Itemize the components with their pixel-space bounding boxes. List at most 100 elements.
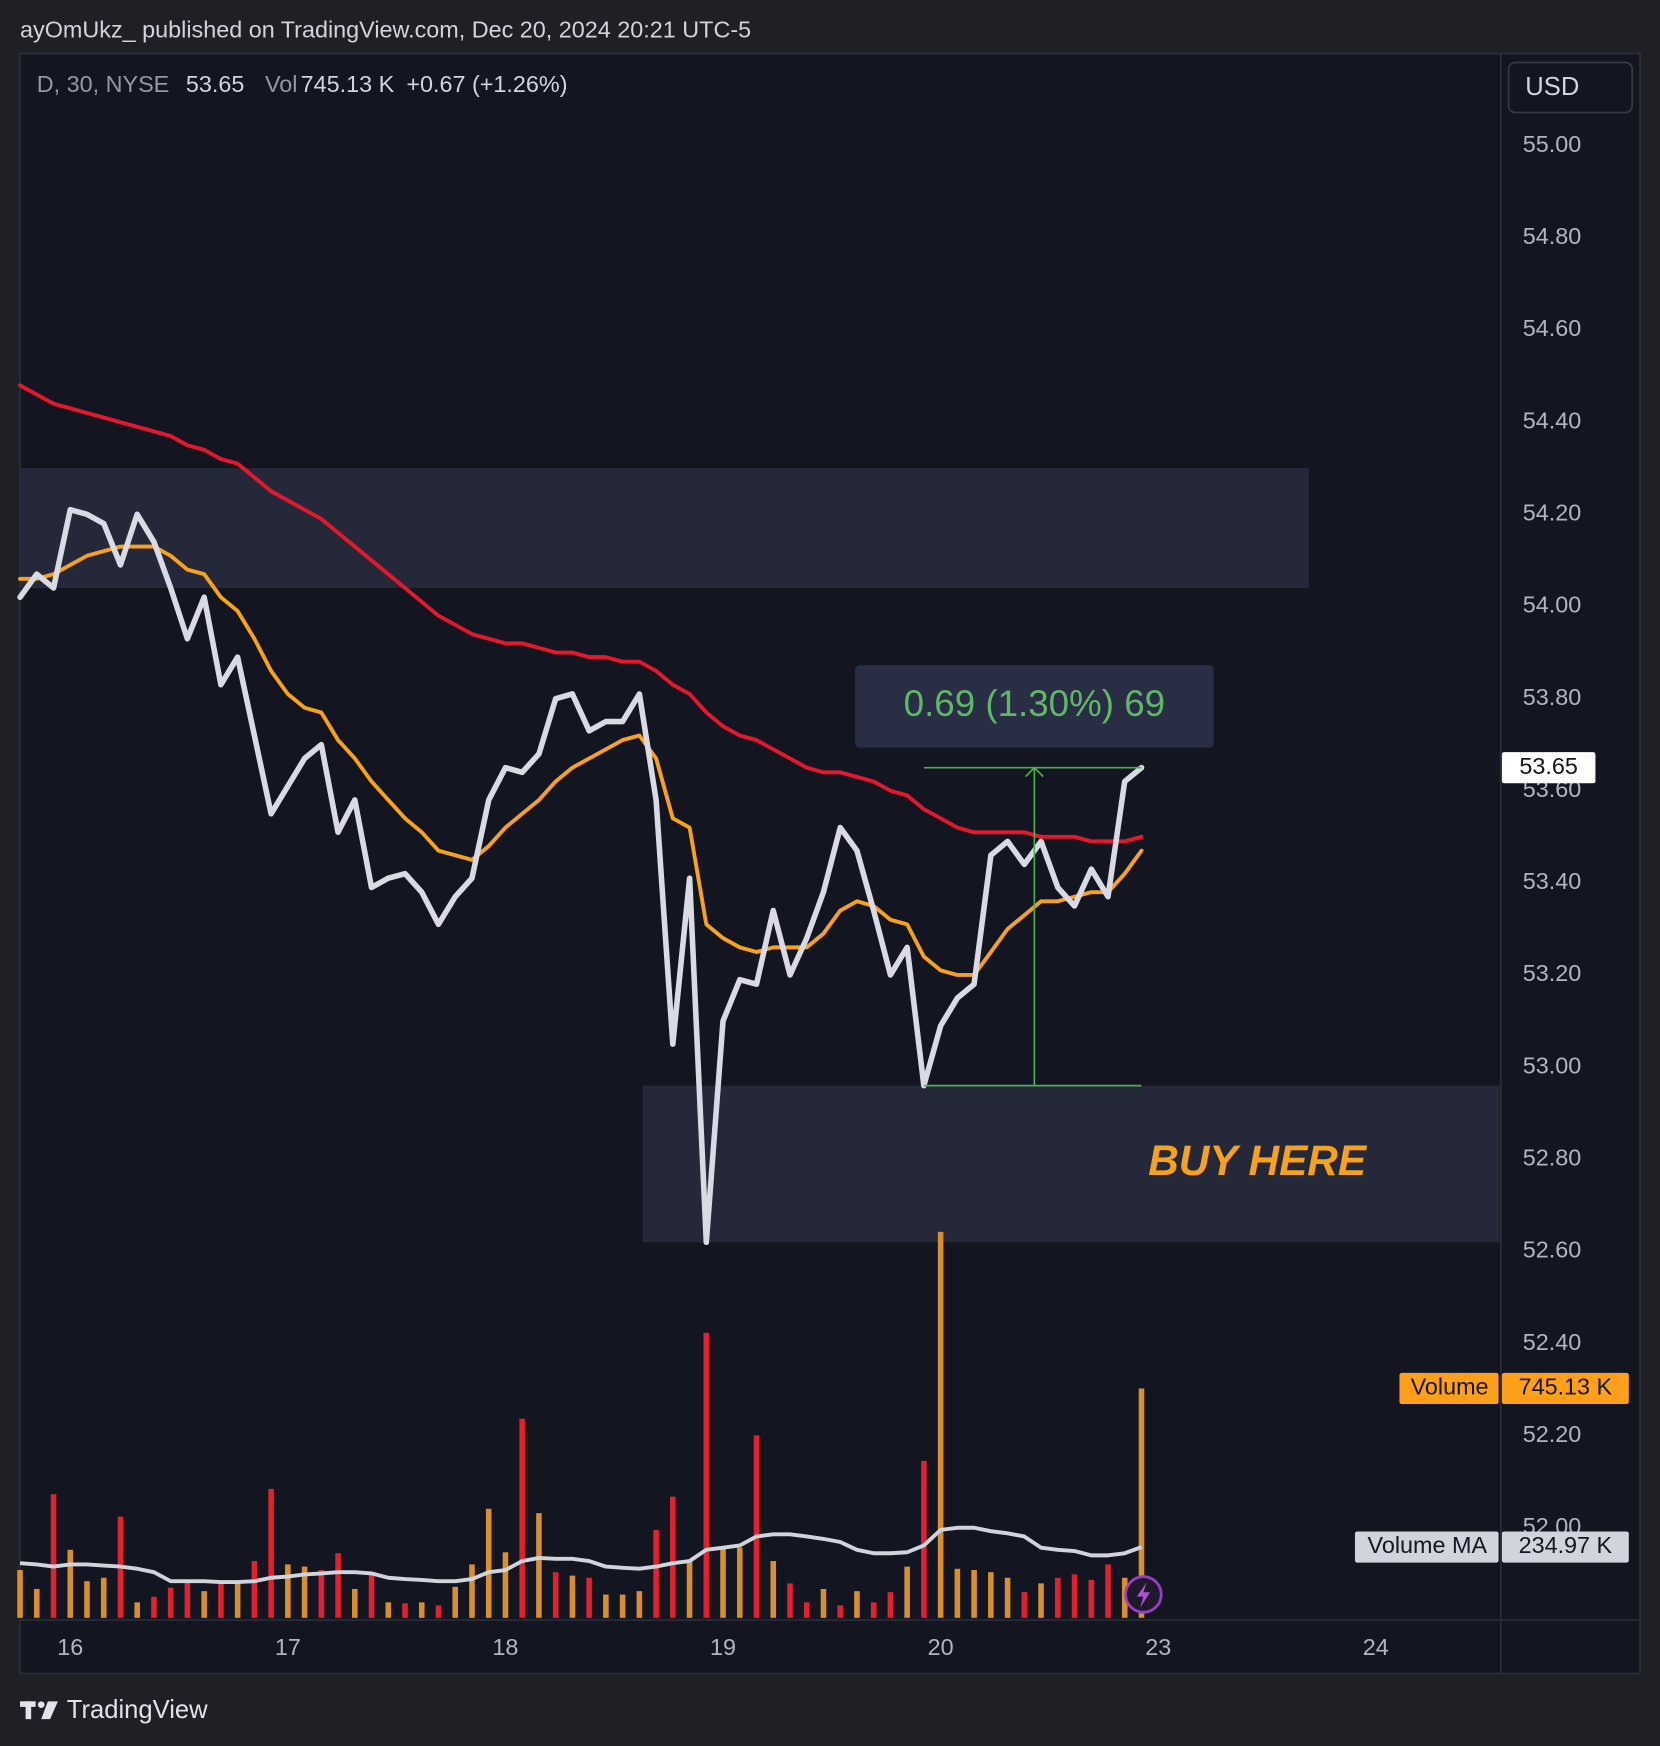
volume-bar [1055,1577,1061,1618]
volume-bar [536,1513,542,1618]
tag-value: 745.13 K [1519,1374,1613,1400]
volume-bar [820,1588,827,1618]
volume-bar [485,1508,492,1618]
alert-icon[interactable] [1124,1575,1163,1614]
logo-stem [25,1701,32,1720]
volume-bar [586,1577,592,1618]
legend-change: +0.67 (+1.26%) [406,71,567,97]
volume-bar [1138,1388,1145,1618]
volume-bar [887,1592,894,1618]
y-tick-label: 54.00 [1523,592,1582,618]
volume-bar [251,1561,258,1618]
volume-bar [1021,1592,1028,1618]
legend-symbol: D, 30, NYSE [37,71,170,97]
legend-close: 53.65 [186,71,245,97]
tag-value-box [1501,1531,1629,1563]
volume-bar [686,1561,693,1618]
alert-bolt[interactable] [1136,1582,1151,1608]
series-line [18,383,1144,844]
volume-bar [569,1575,576,1618]
currency-label[interactable]: USD [1525,73,1579,101]
volume-bar [469,1564,475,1618]
volume-bar [753,1435,760,1618]
y-tick-label: 52.80 [1523,1144,1582,1170]
volume-bar [720,1547,726,1618]
volume-bar [1088,1579,1095,1618]
tag-name: Volume [1411,1374,1489,1400]
y-tick-label: 53.40 [1523,868,1582,894]
measure-box [855,665,1214,748]
volume [17,1231,1145,1618]
zones: BUY HERE [20,468,1500,1243]
footer-logo [20,1701,58,1720]
last-price-tag [1501,752,1596,784]
last-price-label: 53.65 [1519,753,1578,779]
y-tick-label: 53.20 [1523,960,1582,986]
volume-bar [653,1529,659,1618]
volume-bar [770,1561,777,1618]
tag-value-box [1501,1372,1629,1405]
volume-bar [519,1418,525,1618]
y-tick-label: 52.40 [1523,1329,1582,1355]
y-tick-label: 52.20 [1523,1421,1582,1447]
series-line [18,544,1144,977]
volume-bar [151,1596,157,1618]
volume-bar [937,1231,944,1618]
y-tick-label: 54.60 [1523,315,1582,341]
volume-bar [301,1566,308,1618]
logo-dot [37,1701,45,1709]
x-tick-label: 20 [928,1634,954,1660]
header: ayOmUkz_ published on TradingView.com, D… [20,16,751,42]
legend-vol: 745.13 K [301,71,395,97]
series-line [17,506,1145,1246]
volume-ma-line [19,1525,1143,1585]
volume-bar [921,1460,927,1618]
volume-bar [1071,1574,1078,1618]
legend-vol-label: Vol [265,71,298,97]
volume-bar [619,1594,626,1618]
volume-bar [100,1577,107,1618]
volume-bar [552,1572,559,1618]
y-tick-label: 55.00 [1523,131,1582,157]
tags: 53.65 Volume 745.13 K Volume MA 234.97 K [1354,752,1629,1563]
x-tick-label: 24 [1363,1634,1389,1660]
measure-label: 0.69 (1.30%) 69 [904,683,1165,724]
volume-bar [636,1591,643,1618]
volume-bar [837,1605,843,1618]
volume-bar [418,1602,425,1618]
volume-bar [268,1488,274,1618]
volume-bar [1105,1564,1111,1618]
zone-label: BUY HERE [1148,1137,1368,1184]
volume-bar [703,1332,710,1618]
volume-bar [603,1594,609,1618]
volume-bar [67,1549,74,1618]
volume-bar [167,1587,174,1618]
y-tick-label: 54.40 [1523,407,1582,433]
axes: 55.0054.8054.6054.4054.2054.0053.8053.60… [57,131,1581,1660]
volume-bar [670,1496,676,1618]
volume-bar [1004,1577,1011,1618]
volume-bar [335,1553,341,1618]
zone [642,1085,1500,1243]
currency-button[interactable] [1507,61,1634,114]
volume-bar [435,1605,442,1618]
volume-bar [33,1588,40,1618]
volume-bar [234,1583,241,1618]
volume-bar [285,1564,291,1618]
footer-brand: TradingView [67,1696,208,1724]
volume-bar [452,1586,459,1618]
volume-bar [84,1581,90,1618]
volume-bar [954,1568,961,1618]
volume-bar [736,1547,743,1618]
volume-bar [17,1570,23,1618]
volume-bar [502,1552,509,1618]
volume-bar [318,1570,325,1618]
volume-bar [184,1581,191,1618]
tag-name-box [1399,1372,1499,1405]
volume-bar [50,1494,57,1618]
zone [20,468,1309,589]
volume-bar [134,1602,140,1618]
volume-bar [368,1572,375,1618]
